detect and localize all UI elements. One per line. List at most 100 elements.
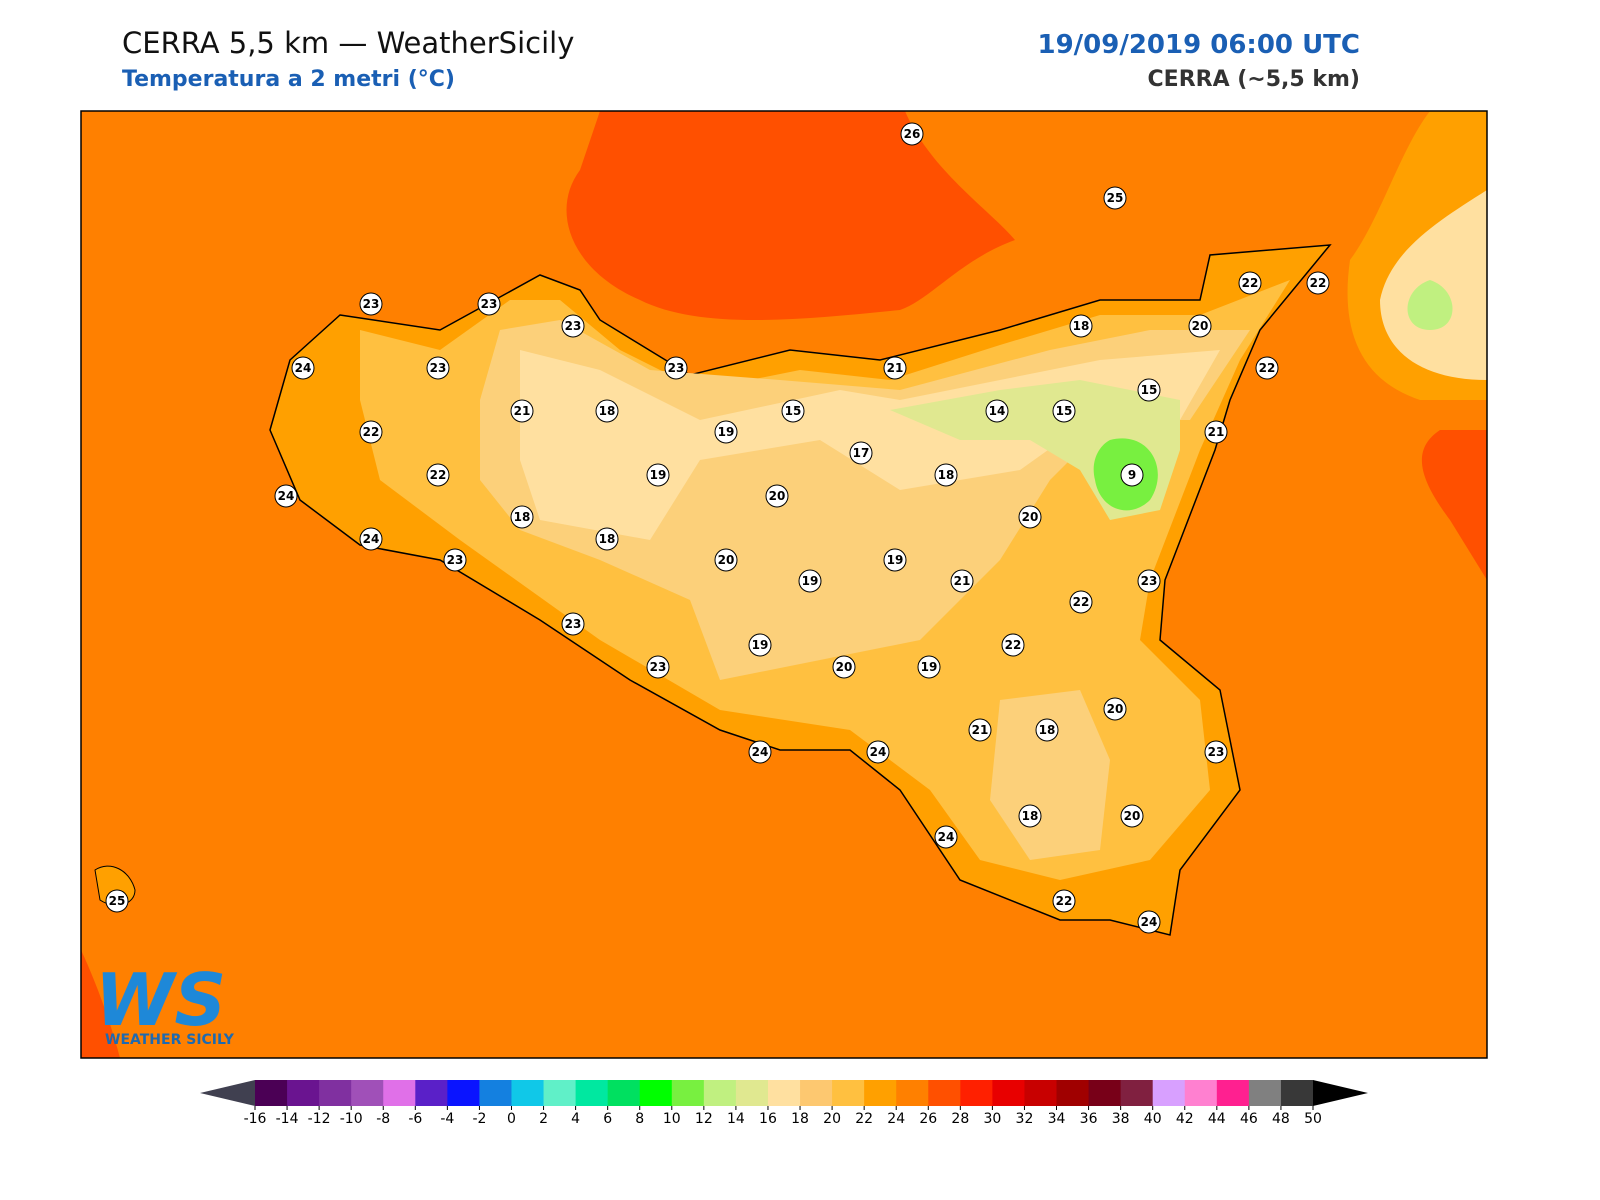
colorbar-label: 22	[855, 1111, 873, 1127]
colorbar-label: 50	[1304, 1111, 1322, 1127]
colorbar-label: -12	[308, 1111, 331, 1127]
station-value: 18	[1039, 723, 1056, 737]
station-value: 18	[1073, 319, 1090, 333]
station-marker	[714, 548, 738, 572]
station-marker	[1137, 378, 1161, 402]
station-marker	[934, 825, 958, 849]
station-marker	[1035, 718, 1059, 742]
station-marker	[1120, 804, 1144, 828]
colorbar-segment	[1248, 1080, 1282, 1106]
colorbar-label: -6	[408, 1111, 422, 1127]
colorbar-segment	[383, 1080, 416, 1106]
station-value: 21	[954, 574, 971, 588]
station-value: 22	[1259, 361, 1276, 375]
station-marker	[1018, 804, 1042, 828]
station-marker	[426, 463, 450, 487]
colorbar-label: 6	[603, 1111, 612, 1127]
station-marker	[359, 527, 383, 551]
station-value: 20	[1124, 809, 1141, 823]
station-value: 19	[887, 553, 904, 567]
colorbar-label: 28	[951, 1111, 969, 1127]
colorbar-segment	[511, 1080, 545, 1106]
colorbar-segment	[800, 1080, 833, 1106]
station-marker	[883, 356, 907, 380]
station-value: 24	[1141, 915, 1158, 929]
station-marker	[510, 399, 534, 423]
station-value: 19	[802, 574, 819, 588]
station-value: 23	[447, 553, 464, 567]
station-marker	[1069, 314, 1093, 338]
colorbar-label: 44	[1208, 1111, 1226, 1127]
station-value: 23	[363, 297, 380, 311]
title: CERRA 5,5 km — WeatherSicily	[122, 26, 574, 60]
station-marker	[1120, 463, 1144, 487]
station-marker	[510, 505, 534, 529]
station-marker	[1204, 740, 1228, 764]
station-value: 19	[921, 660, 938, 674]
logo: WS WEATHER SICILY	[95, 958, 235, 1048]
colorbar-segment	[1184, 1080, 1218, 1106]
station-marker	[1103, 186, 1127, 210]
colorbar-segment	[992, 1080, 1025, 1106]
station-value: 19	[650, 468, 667, 482]
colorbar-segment	[1024, 1080, 1058, 1106]
station-marker	[291, 356, 315, 380]
station-marker	[595, 399, 619, 423]
station-marker	[1188, 314, 1212, 338]
colorbar-label: 14	[727, 1111, 745, 1127]
station-value: 22	[1073, 595, 1090, 609]
station-marker	[900, 122, 924, 146]
colorbar-segment	[447, 1080, 480, 1106]
colorbar-label: 4	[571, 1111, 580, 1127]
station-marker	[748, 740, 772, 764]
station-value: 24	[870, 745, 887, 759]
colorbar-segment	[671, 1080, 705, 1106]
station-value: 17	[853, 446, 870, 460]
logo-name: WEATHER SICILY	[105, 1032, 235, 1048]
station-marker	[1204, 420, 1228, 444]
station-marker	[968, 718, 992, 742]
colorbar-label: 40	[1144, 1111, 1162, 1127]
station-marker	[950, 569, 974, 593]
station-value: 20	[718, 553, 735, 567]
colorbar-label: 24	[887, 1111, 905, 1127]
warm-area	[566, 111, 1015, 320]
colorbar-segment	[479, 1080, 512, 1106]
colorbar-segment	[960, 1080, 993, 1106]
station-value: 9	[1128, 468, 1136, 482]
station-marker	[1069, 590, 1093, 614]
stations: 26 25 23 23 23 24 23 23 21 18 20 22 22 22 15 21 18 19 15 14…	[105, 122, 1330, 934]
station-marker	[477, 292, 501, 316]
colorbar-label: 26	[919, 1111, 937, 1127]
colorbar-label: -2	[472, 1111, 486, 1127]
station-value: 23	[565, 617, 582, 631]
station-value: 15	[785, 404, 802, 418]
station-value: 23	[650, 660, 667, 674]
colorbar-under	[200, 1080, 255, 1106]
station-marker	[832, 655, 856, 679]
station-value: 20	[1022, 510, 1039, 524]
station-value: 24	[752, 745, 769, 759]
logo-mark: WS	[95, 958, 226, 1042]
station-value: 24	[938, 830, 955, 844]
station-value: 23	[430, 361, 447, 375]
colorbar-segment	[832, 1080, 865, 1106]
colorbar-segment	[1056, 1080, 1090, 1106]
station-marker	[985, 399, 1009, 423]
station-marker	[426, 356, 450, 380]
colorbar-label: 10	[663, 1111, 681, 1127]
station-marker	[1137, 910, 1161, 934]
colorbar-segment	[255, 1080, 288, 1106]
station-value: 18	[938, 468, 955, 482]
colorbar-segment	[1280, 1080, 1314, 1106]
station-marker	[917, 655, 941, 679]
colorbar-segment	[735, 1080, 769, 1106]
colorbar-segment	[415, 1080, 448, 1106]
station-value: 23	[565, 319, 582, 333]
station-value: 18	[1022, 809, 1039, 823]
station-value: 21	[514, 404, 531, 418]
station-value: 23	[1141, 574, 1158, 588]
colorbar-segment	[575, 1080, 609, 1106]
colorbar-label: -8	[376, 1111, 390, 1127]
station-marker	[798, 569, 822, 593]
